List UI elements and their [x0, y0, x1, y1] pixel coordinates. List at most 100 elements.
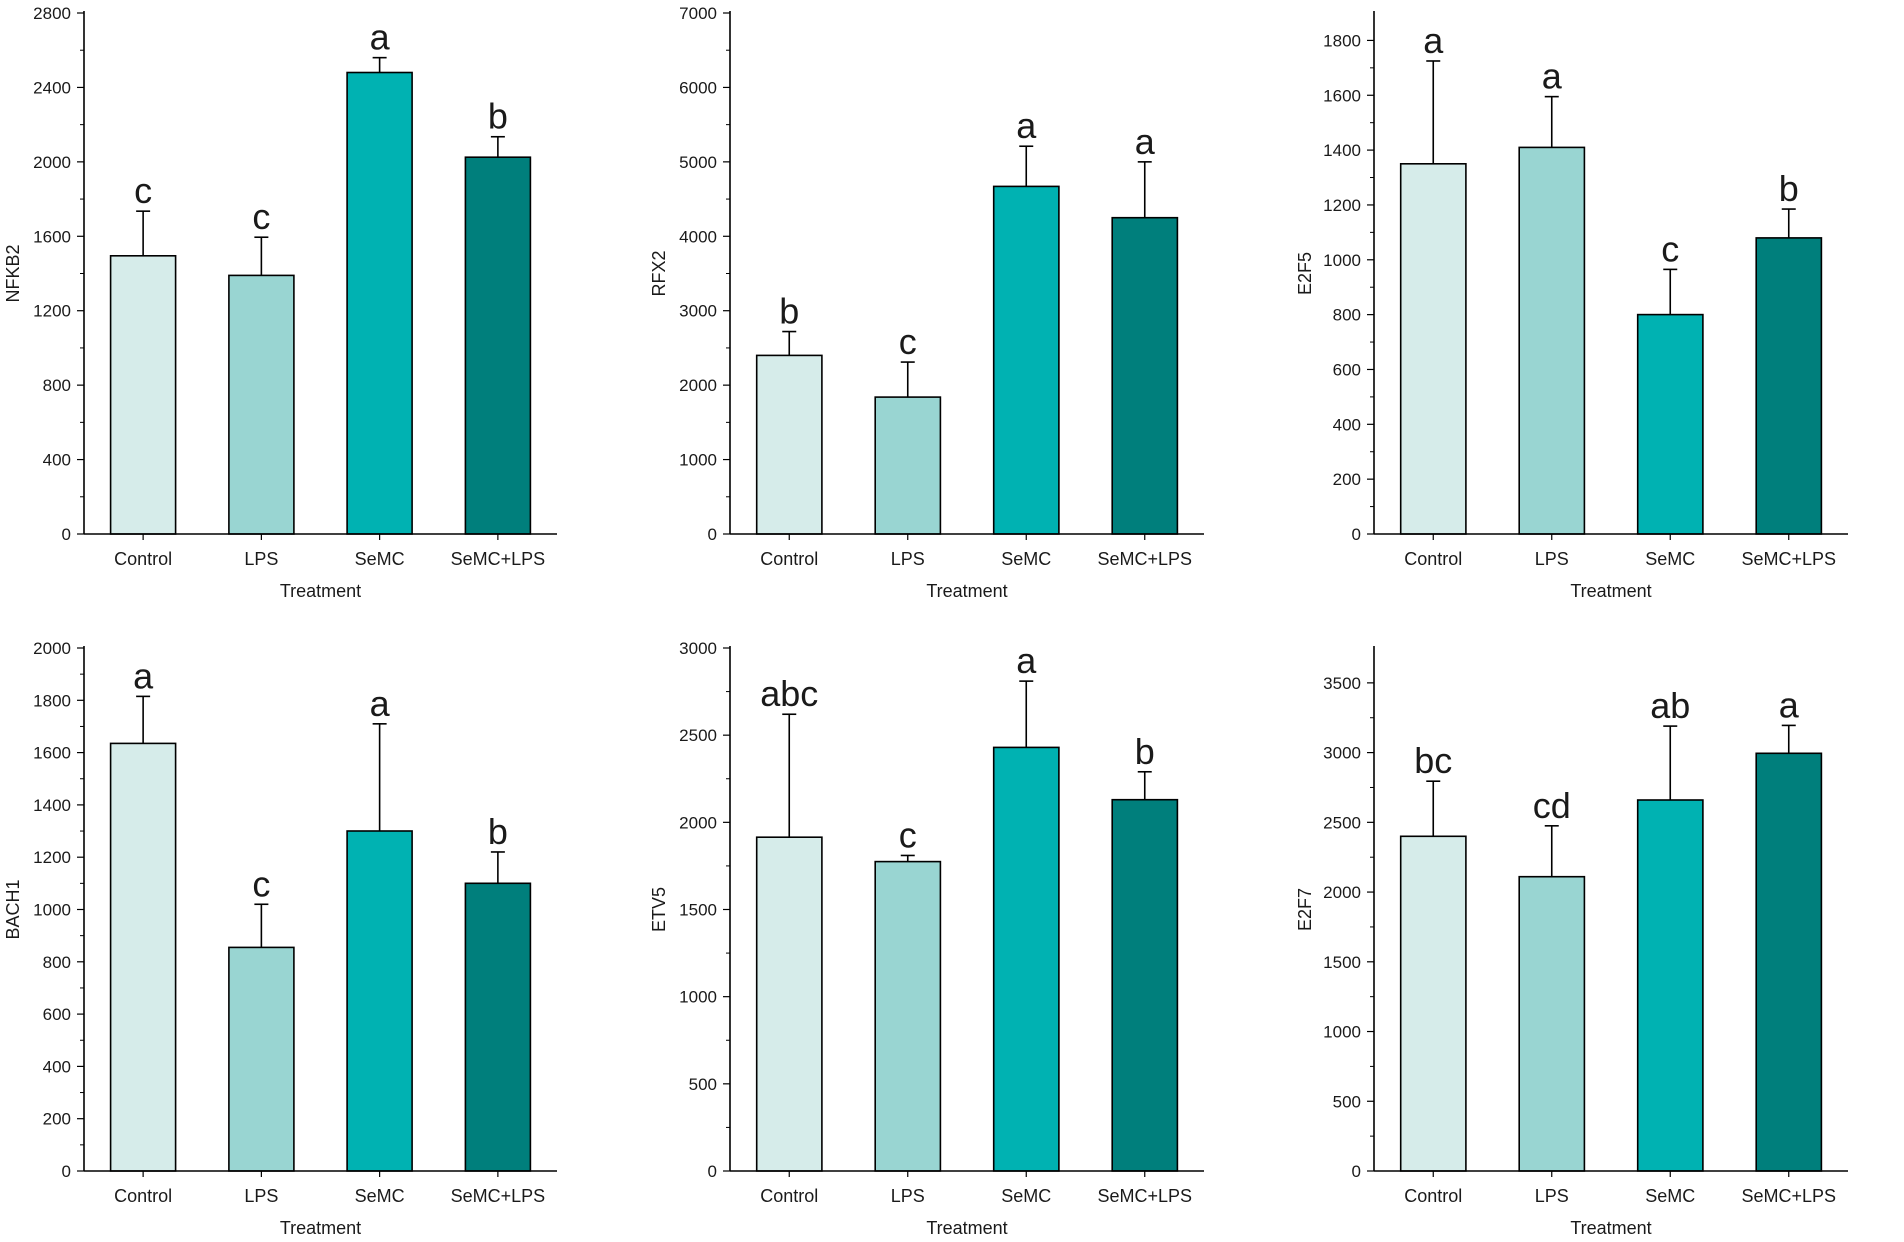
- significance-letter-control: a: [1423, 20, 1444, 61]
- significance-letter-lps: c: [899, 321, 917, 362]
- y-tick-label-1200: 1200: [33, 848, 71, 867]
- x-tick-label-semc-lps: SeMC+LPS: [1741, 549, 1836, 569]
- bar-control: [109, 742, 177, 1172]
- y-tick-label-500: 500: [689, 1075, 717, 1094]
- y-tick-label-2500: 2500: [1323, 813, 1361, 832]
- significance-letter-semc-lps: b: [1779, 168, 1799, 209]
- y-tick-label-400: 400: [43, 1057, 71, 1076]
- significance-letter-semc: c: [1661, 228, 1679, 269]
- x-tick-label-lps: LPS: [244, 1186, 278, 1206]
- bar-semc-lps: [464, 882, 532, 1172]
- significance-letter-semc-lps: b: [1135, 731, 1155, 772]
- chart-panel-nfkb2: c Control c LPS a SeMC b SeMC+LPS 0 400 800 1200 160…: [3, 4, 557, 601]
- y-tick-label-200: 200: [43, 1110, 71, 1129]
- x-axis-title: Treatment: [280, 1218, 361, 1238]
- x-axis-title: Treatment: [926, 581, 1007, 601]
- y-tick-label-1500: 1500: [679, 901, 717, 920]
- x-tick-label-semc: SeMC: [355, 1186, 405, 1206]
- bar-semc-lps: [1111, 798, 1179, 1172]
- bar-control: [109, 255, 177, 535]
- y-axis-title-etv5: ETV5: [649, 887, 669, 932]
- x-tick-label-semc-lps: SeMC+LPS: [451, 1186, 546, 1206]
- y-tick-label-2800: 2800: [33, 4, 71, 23]
- y-tick-label-800: 800: [43, 376, 71, 395]
- significance-letter-control: bc: [1414, 740, 1452, 781]
- y-tick-label-3500: 3500: [1323, 674, 1361, 693]
- bar-control: [1399, 163, 1467, 535]
- y-tick-label-1200: 1200: [33, 302, 71, 321]
- y-axis-title-rfx2: RFX2: [649, 250, 669, 296]
- significance-letter-semc: a: [370, 683, 391, 724]
- chart-panel-bach1: a Control c LPS a SeMC b SeMC+LPS 0 200 400 600 800 1…: [3, 639, 557, 1238]
- y-tick-label-0: 0: [62, 525, 71, 544]
- y-tick-label-1000: 1000: [1323, 251, 1361, 270]
- y-tick-label-0: 0: [1352, 1162, 1361, 1181]
- significance-letter-semc-lps: a: [1779, 684, 1800, 725]
- x-tick-label-control: Control: [760, 549, 818, 569]
- x-axis-title: Treatment: [926, 1218, 1007, 1238]
- bar-semc-lps: [464, 156, 532, 535]
- y-tick-label-0: 0: [708, 1162, 717, 1181]
- bar-semc: [346, 830, 413, 1172]
- y-tick-label-1000: 1000: [679, 988, 717, 1007]
- y-tick-label-3000: 3000: [1323, 744, 1361, 763]
- y-tick-label-3000: 3000: [679, 639, 717, 658]
- bar-lps: [874, 396, 942, 535]
- y-tick-label-400: 400: [43, 451, 71, 470]
- y-tick-label-800: 800: [1333, 306, 1361, 325]
- bar-control: [755, 354, 823, 535]
- bar-semc: [992, 185, 1060, 535]
- y-tick-label-2000: 2000: [33, 639, 71, 658]
- significance-letter-lps: c: [252, 863, 270, 904]
- y-tick-label-2000: 2000: [679, 813, 717, 832]
- significance-letter-semc: a: [1016, 105, 1037, 146]
- x-tick-label-semc-lps: SeMC+LPS: [1097, 1186, 1192, 1206]
- x-tick-label-lps: LPS: [1535, 549, 1569, 569]
- x-axis-title: Treatment: [1570, 581, 1651, 601]
- significance-letter-control: abc: [760, 673, 818, 714]
- bar-lps: [228, 946, 295, 1172]
- y-tick-label-600: 600: [1333, 360, 1361, 379]
- bar-semc-lps: [1111, 216, 1179, 535]
- bar-control: [755, 836, 823, 1172]
- x-tick-label-control: Control: [1404, 549, 1462, 569]
- bar-lps: [874, 860, 942, 1172]
- y-tick-label-1200: 1200: [1323, 196, 1361, 215]
- y-tick-label-0: 0: [1352, 525, 1361, 544]
- y-tick-label-1600: 1600: [1323, 86, 1361, 105]
- significance-letter-semc-lps: b: [488, 811, 508, 852]
- x-tick-label-semc: SeMC: [1001, 549, 1051, 569]
- significance-letter-semc-lps: a: [1135, 121, 1156, 162]
- bar-lps: [1518, 146, 1586, 535]
- y-tick-label-0: 0: [708, 525, 717, 544]
- y-tick-label-800: 800: [43, 953, 71, 972]
- x-tick-label-semc-lps: SeMC+LPS: [1741, 1186, 1836, 1206]
- y-tick-label-2400: 2400: [33, 78, 71, 97]
- significance-letter-lps: cd: [1533, 785, 1571, 826]
- significance-letter-control: b: [779, 291, 799, 332]
- y-tick-label-1800: 1800: [1323, 31, 1361, 50]
- bar-control: [1399, 835, 1467, 1172]
- x-tick-label-lps: LPS: [891, 1186, 925, 1206]
- y-tick-label-1400: 1400: [1323, 141, 1361, 160]
- bar-lps: [228, 274, 295, 535]
- chart-panel-e2f7: bc Control cd LPS ab SeMC a SeMC+LPS 0 500 1000 150…: [1295, 646, 1848, 1238]
- y-tick-label-2000: 2000: [1323, 883, 1361, 902]
- y-tick-label-1000: 1000: [33, 901, 71, 920]
- x-tick-label-control: Control: [760, 1186, 818, 1206]
- x-tick-label-semc: SeMC: [355, 549, 405, 569]
- x-tick-label-semc: SeMC: [1645, 1186, 1695, 1206]
- y-tick-label-600: 600: [43, 1005, 71, 1024]
- chart-panel-rfx2: b Control c LPS a SeMC a SeMC+LPS 0 1000 2000 3000 4…: [649, 4, 1204, 601]
- bar-semc: [1636, 313, 1704, 535]
- significance-letter-lps: c: [899, 814, 917, 855]
- y-tick-label-1000: 1000: [1323, 1023, 1361, 1042]
- y-axis-title-e2f7: E2F7: [1295, 888, 1315, 931]
- x-tick-label-semc-lps: SeMC+LPS: [451, 549, 546, 569]
- chart-panel-etv5: abc Control c LPS a SeMC b SeMC+LPS 0 500 1000 1500…: [649, 639, 1204, 1238]
- significance-letter-semc: a: [1016, 640, 1037, 681]
- y-tick-label-1400: 1400: [33, 796, 71, 815]
- y-tick-label-1500: 1500: [1323, 953, 1361, 972]
- y-tick-label-7000: 7000: [679, 4, 717, 23]
